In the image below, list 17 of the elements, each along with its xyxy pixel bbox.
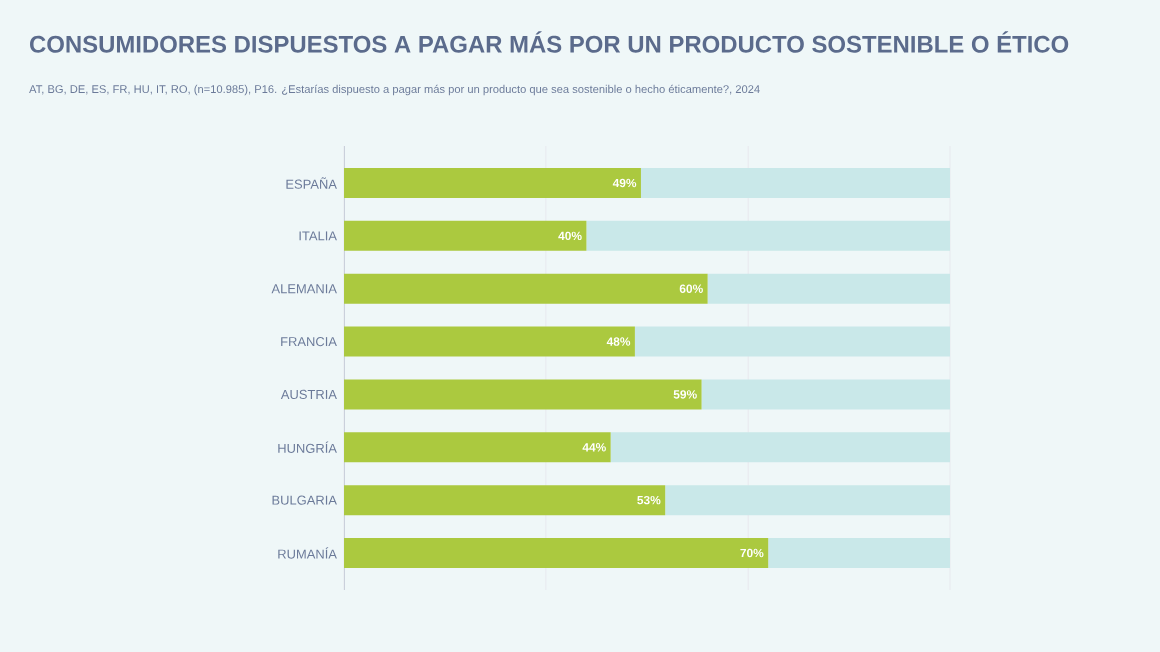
bar	[344, 432, 611, 463]
chart-title: CONSUMIDORES DISPUESTOS A PAGAR MÁS POR UN PRODUCTO SOSTENIBLE O ÉTICO	[30, 31, 1069, 53]
bar	[344, 273, 708, 304]
bar	[344, 485, 666, 516]
bar	[634, 326, 951, 357]
bar	[344, 168, 641, 199]
bar	[344, 538, 769, 569]
bar	[768, 538, 951, 569]
bar	[344, 379, 702, 410]
bar	[344, 326, 635, 357]
bar	[707, 273, 951, 304]
bar	[640, 168, 951, 199]
bar	[586, 220, 951, 251]
bar	[610, 432, 951, 463]
bar	[701, 379, 951, 410]
bar	[665, 485, 951, 516]
bar	[344, 220, 587, 251]
